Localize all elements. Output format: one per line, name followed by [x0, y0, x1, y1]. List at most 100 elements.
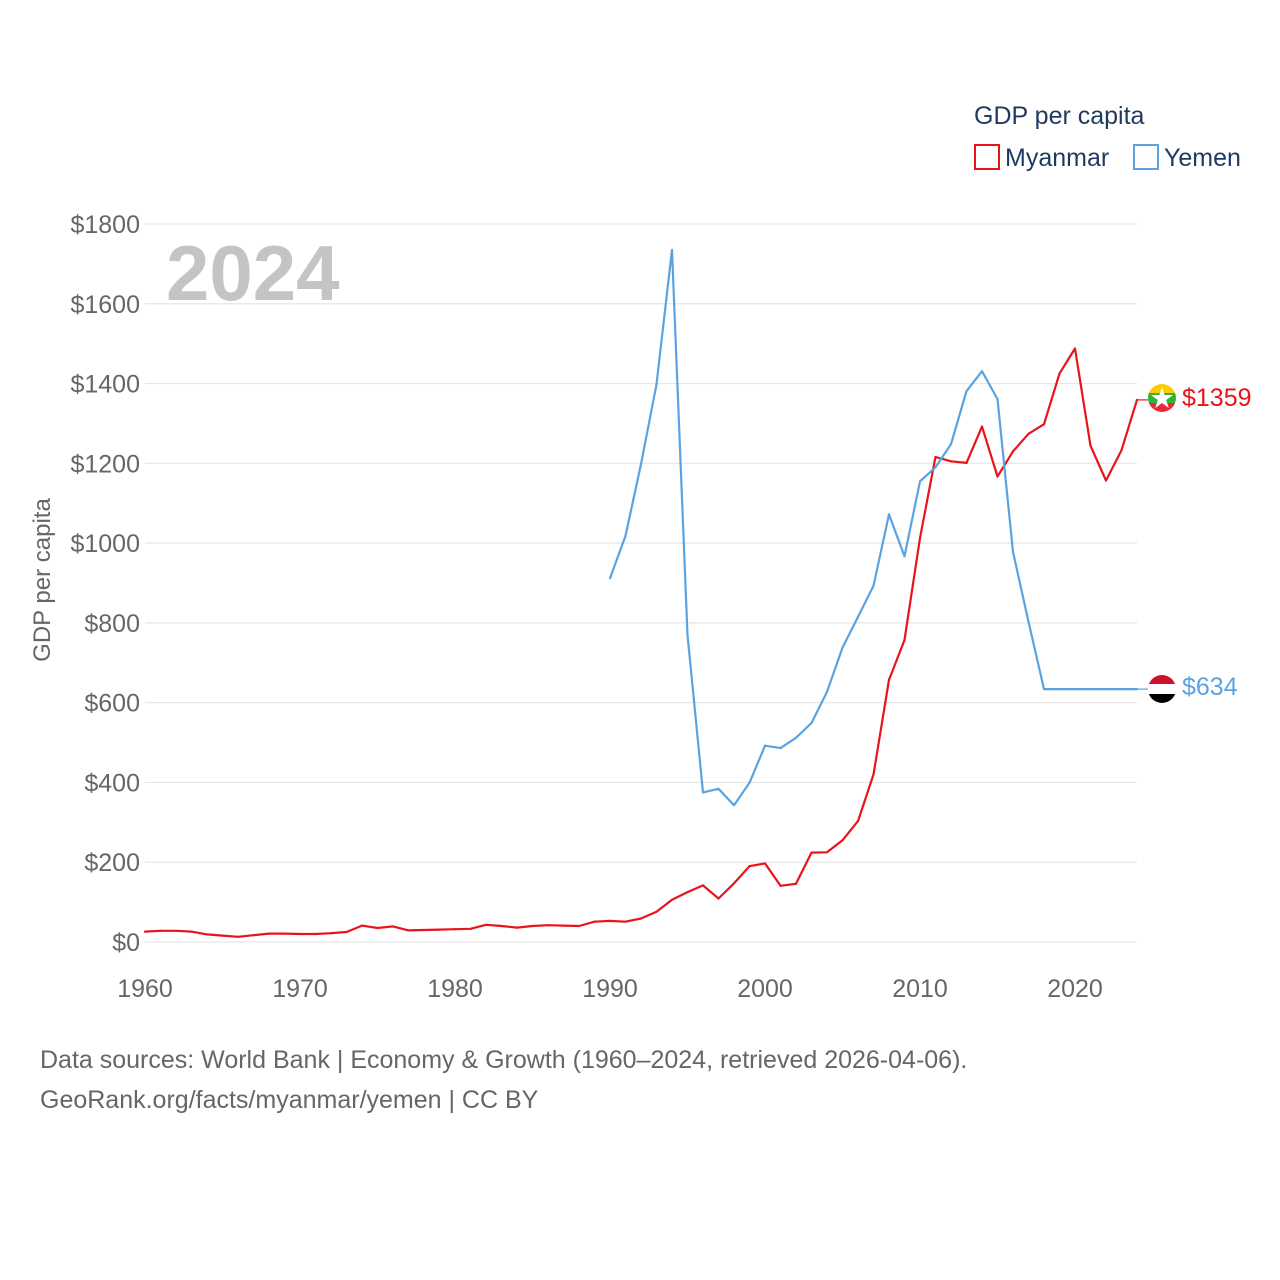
- data-point-myanmar: [763, 862, 767, 865]
- x-tick-label: 1990: [582, 975, 638, 1003]
- data-point-myanmar: [345, 930, 348, 934]
- data-point-yemen: [1042, 688, 1046, 691]
- x-tick-label: 2000: [737, 975, 793, 1003]
- data-point-yemen: [934, 466, 937, 469]
- data-point-myanmar: [314, 932, 317, 936]
- legend-title: GDP per capita: [974, 102, 1145, 130]
- data-point-myanmar: [190, 930, 193, 933]
- series-line-myanmar[interactable]: [144, 347, 1139, 938]
- data-point-yemen: [1058, 688, 1061, 691]
- data-point-myanmar: [221, 934, 224, 937]
- data-point-myanmar: [252, 934, 255, 937]
- data-point-yemen: [655, 383, 658, 386]
- data-point-myanmar: [205, 933, 209, 936]
- legend-swatch-myanmar[interactable]: [974, 144, 1000, 170]
- data-point-myanmar: [546, 924, 550, 927]
- data-point-yemen: [980, 370, 984, 373]
- data-point-myanmar: [825, 851, 829, 854]
- end-label-yemen: $634: [1182, 673, 1238, 701]
- yemen-flag-icon: [1148, 675, 1176, 703]
- data-point-myanmar: [376, 926, 379, 930]
- data-point-myanmar: [283, 932, 286, 935]
- data-point-myanmar: [608, 919, 612, 922]
- legend-label-myanmar[interactable]: Myanmar: [1005, 144, 1109, 172]
- data-point-yemen: [670, 248, 674, 252]
- legend-swatch-yemen[interactable]: [1133, 144, 1159, 170]
- data-point-myanmar: [717, 897, 720, 900]
- data-point-yemen: [639, 463, 643, 466]
- data-point-myanmar: [856, 820, 860, 823]
- data-point-myanmar: [1027, 432, 1030, 435]
- data-point-yemen: [1120, 688, 1123, 691]
- data-point-myanmar: [965, 461, 968, 465]
- y-tick-label: $1600: [70, 291, 140, 319]
- x-tick-label: 2020: [1047, 975, 1103, 1003]
- data-point-yemen: [717, 787, 720, 790]
- data-point-myanmar: [298, 932, 302, 936]
- data-point-myanmar: [593, 920, 596, 923]
- data-point-myanmar: [1120, 449, 1123, 452]
- data-point-myanmar: [562, 924, 565, 927]
- data-point-myanmar: [872, 773, 875, 776]
- data-point-yemen: [949, 443, 953, 446]
- data-point-yemen: [748, 781, 751, 784]
- data-point-myanmar: [360, 924, 364, 927]
- data-point-myanmar: [236, 935, 240, 938]
- data-point-yemen: [1027, 620, 1030, 623]
- data-point-yemen: [841, 646, 844, 649]
- data-point-myanmar: [841, 839, 844, 842]
- y-tick-label: $1200: [70, 450, 140, 478]
- data-point-myanmar: [1058, 372, 1061, 375]
- data-point-myanmar: [1073, 347, 1077, 350]
- x-tick-label: 1960: [117, 975, 173, 1003]
- y-axis-title: GDP per capita: [29, 498, 56, 662]
- data-point-myanmar: [903, 638, 906, 642]
- data-point-myanmar: [469, 927, 472, 930]
- data-point-yemen: [779, 747, 782, 750]
- x-axis: 1960 1970 1980 1990 2000 2010 2020: [117, 975, 1103, 1003]
- y-axis: $0 $200 $400 $600 $800 $1000 $1200 $1400 $1600 $1…: [70, 211, 140, 957]
- data-point-myanmar: [639, 917, 643, 920]
- data-point-myanmar: [267, 932, 271, 935]
- data-point-yemen: [825, 690, 829, 693]
- data-point-myanmar: [670, 898, 674, 901]
- y-tick-label: $0: [112, 929, 140, 957]
- data-point-myanmar: [1104, 479, 1108, 482]
- data-point-myanmar: [732, 882, 736, 885]
- data-point-myanmar: [422, 928, 426, 932]
- source-link[interactable]: GeoRank.org/facts/myanmar/yemen | CC BY: [40, 1086, 539, 1114]
- data-point-yemen: [624, 534, 627, 538]
- data-sources-text: Data sources: World Bank | Economy & Gro…: [40, 1046, 968, 1074]
- end-label-myanmar: $1359: [1182, 384, 1252, 412]
- x-tick-label: 1970: [272, 975, 328, 1003]
- y-tick-label: $1000: [70, 530, 140, 558]
- data-point-yemen: [872, 584, 875, 587]
- series-line-yemen[interactable]: [608, 248, 1137, 807]
- data-point-myanmar: [996, 475, 999, 478]
- data-point-myanmar: [748, 865, 751, 868]
- data-point-yemen: [1104, 688, 1108, 691]
- data-point-myanmar: [174, 929, 178, 932]
- data-point-myanmar: [391, 925, 395, 928]
- legend-label-yemen[interactable]: Yemen: [1164, 144, 1241, 172]
- data-point-myanmar: [655, 910, 658, 913]
- data-point-myanmar: [407, 929, 410, 932]
- data-point-myanmar: [1011, 450, 1015, 453]
- grid-lines: [145, 223, 1137, 943]
- data-point-myanmar: [918, 536, 922, 540]
- x-tick-label: 1980: [427, 975, 483, 1003]
- data-point-yemen: [918, 480, 922, 483]
- data-point-myanmar: [484, 923, 488, 926]
- legend: GDP per capita Myanmar Yemen: [974, 102, 1241, 172]
- data-point-yemen: [903, 555, 906, 558]
- y-tick-label: $200: [84, 849, 140, 877]
- data-point-myanmar: [934, 455, 937, 459]
- data-point-yemen: [1073, 688, 1077, 691]
- y-tick-label: $800: [84, 610, 140, 638]
- x-tick-label: 2010: [892, 975, 948, 1003]
- data-point-myanmar: [980, 425, 984, 428]
- data-point-yemen: [732, 804, 736, 807]
- y-tick-label: $400: [84, 769, 140, 797]
- data-point-myanmar: [531, 924, 534, 928]
- y-tick-label: $1800: [70, 211, 140, 239]
